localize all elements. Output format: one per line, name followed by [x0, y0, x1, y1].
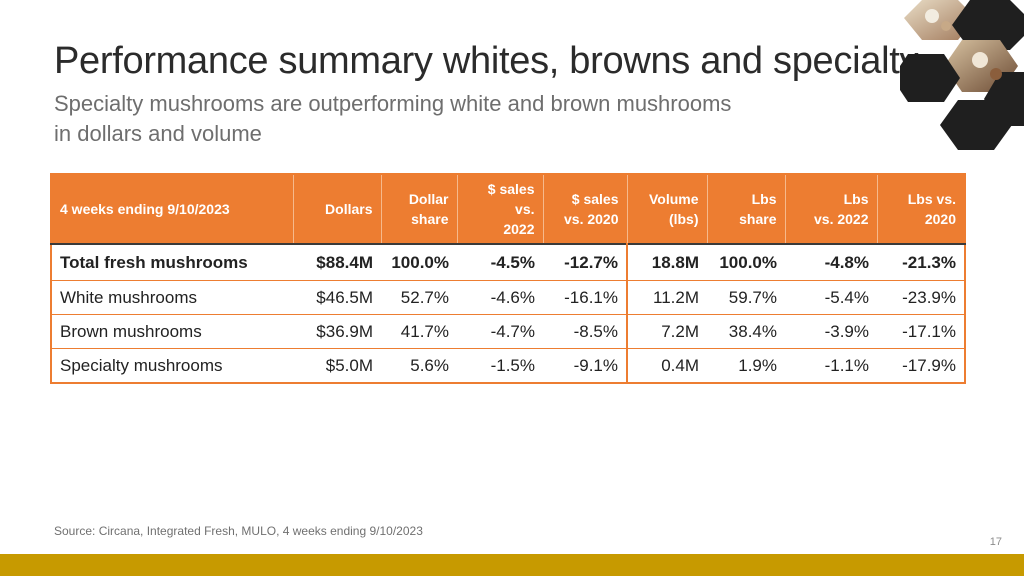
- cell-dollar-share: 5.6%: [381, 348, 457, 383]
- subtitle-line-2: in dollars and volume: [54, 121, 262, 146]
- header-lbs-vs-2020: Lbs vs. 2020: [877, 174, 965, 244]
- row-label: Specialty mushrooms: [51, 348, 293, 383]
- slide-title: Performance summary whites, browns and s…: [54, 40, 919, 82]
- cell-sales-vs-2020: -12.7%: [543, 243, 628, 281]
- subtitle-line-1: Specialty mushrooms are outperforming wh…: [54, 91, 732, 116]
- cell-volume: 18.8M: [627, 243, 707, 281]
- cell-sales-vs-2022: -4.5%: [457, 243, 543, 281]
- cell-sales-vs-2022: -4.7%: [457, 314, 543, 349]
- cell-volume: 7.2M: [627, 314, 707, 349]
- cell-lbs-share: 38.4%: [707, 314, 785, 349]
- cell-dollars: $5.0M: [293, 348, 381, 383]
- header-lbs-vs-2022: Lbs vs. 2022: [785, 174, 878, 244]
- cell-dollars: $36.9M: [293, 314, 381, 349]
- cell-lbs-vs-2022: -4.8%: [785, 243, 877, 281]
- cell-dollars: $46.5M: [293, 280, 381, 315]
- row-label: Brown mushrooms: [51, 314, 293, 349]
- cell-lbs-vs-2020: -17.9%: [877, 348, 965, 383]
- row-label: White mushrooms: [51, 280, 293, 315]
- footer-accent-bar: [0, 554, 1024, 576]
- table-header-row: 4 weeks ending 9/10/2023 Dollars Dollar s…: [51, 174, 965, 244]
- table-row-white: White mushrooms $46.5M 52.7% -4.6% -16.1…: [51, 280, 965, 315]
- cell-lbs-vs-2020: -23.9%: [877, 280, 965, 315]
- header-period: 4 weeks ending 9/10/2023: [51, 174, 294, 244]
- table-row-total: Total fresh mushrooms $88.4M 100.0% -4.5…: [51, 243, 965, 281]
- table-row-specialty: Specialty mushrooms $5.0M 5.6% -1.5% -9.…: [51, 348, 965, 383]
- cell-sales-vs-2020: -8.5%: [543, 314, 628, 349]
- cell-sales-vs-2022: -4.6%: [457, 280, 543, 315]
- cell-dollar-share: 41.7%: [381, 314, 457, 349]
- cell-sales-vs-2020: -16.1%: [543, 280, 628, 315]
- cell-sales-vs-2022: -1.5%: [457, 348, 543, 383]
- cell-lbs-vs-2022: -5.4%: [785, 280, 877, 315]
- page-number: 17: [989, 536, 1002, 548]
- mushroom-photo-hexagons: [900, 0, 1024, 150]
- performance-table: 4 weeks ending 9/10/2023 Dollars Dollar s…: [50, 173, 966, 384]
- header-sales-vs-2022: $ sales vs. 2022: [457, 174, 544, 244]
- cell-lbs-vs-2020: -21.3%: [877, 243, 965, 281]
- cell-lbs-vs-2022: -1.1%: [785, 348, 877, 383]
- cell-dollars: $88.4M: [293, 243, 381, 281]
- cell-volume: 0.4M: [627, 348, 707, 383]
- row-label: Total fresh mushrooms: [51, 243, 293, 281]
- cell-dollar-share: 100.0%: [381, 243, 457, 281]
- cell-lbs-share: 1.9%: [707, 348, 785, 383]
- slide-subtitle: Specialty mushrooms are outperforming wh…: [54, 89, 874, 149]
- header-lbs-share: Lbs share: [707, 174, 786, 244]
- cell-volume: 11.2M: [627, 280, 707, 315]
- cell-lbs-share: 100.0%: [707, 243, 785, 281]
- cell-lbs-vs-2022: -3.9%: [785, 314, 877, 349]
- cell-lbs-vs-2020: -17.1%: [877, 314, 965, 349]
- header-dollars: Dollars: [293, 174, 382, 244]
- cell-lbs-share: 59.7%: [707, 280, 785, 315]
- header-dollar-share: Dollar share: [381, 174, 458, 244]
- table-row-brown: Brown mushrooms $36.9M 41.7% -4.7% -8.5%…: [51, 314, 965, 349]
- cell-dollar-share: 52.7%: [381, 280, 457, 315]
- header-volume: Volume (lbs): [627, 174, 708, 244]
- header-sales-vs-2020: $ sales vs. 2020: [543, 174, 628, 244]
- source-note: Source: Circana, Integrated Fresh, MULO,…: [54, 524, 423, 538]
- cell-sales-vs-2020: -9.1%: [543, 348, 628, 383]
